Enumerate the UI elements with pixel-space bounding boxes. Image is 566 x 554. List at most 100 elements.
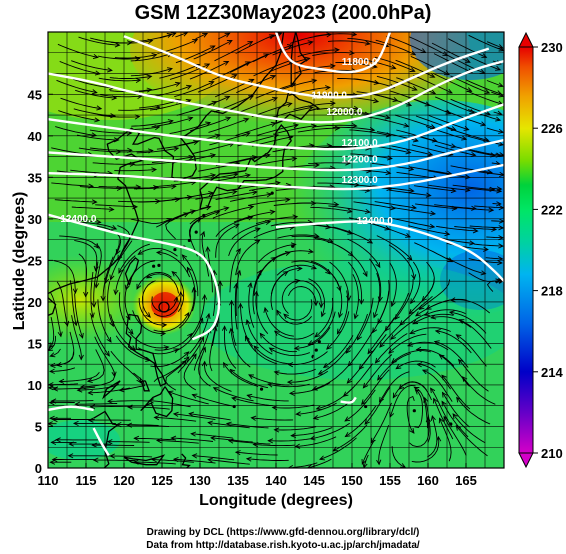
streamline [314,297,334,338]
streamline [159,64,200,79]
streamline-arrowhead [286,102,293,108]
streamline-arrowhead [133,435,140,442]
streamline-arrowhead [111,371,117,378]
gridlines [48,32,504,468]
streamline-arrowhead [413,386,420,392]
streamline-arrowhead [259,332,265,339]
streamline-arrowhead [225,421,232,427]
streamline-arrowhead [276,309,282,316]
streamline-arrowhead [128,328,134,335]
streamline-arrowhead [91,89,98,95]
streamline [408,225,450,235]
colorbar-tick-label: 230 [541,40,563,55]
streamline [436,225,478,232]
streamline [409,417,430,448]
streamline [376,75,417,91]
streamline [253,226,295,239]
streamline-arrowhead [253,290,259,297]
streamline-arrowhead [457,358,464,365]
streamline-arrowhead [223,206,230,212]
streamline [228,227,261,257]
streamline [488,187,502,190]
streamline [90,147,132,151]
streamline [88,387,130,394]
streamline [215,223,240,258]
streamline [71,206,114,210]
streamline-arrowhead [334,125,341,131]
streamline [390,313,426,340]
streamline-arrowhead [191,453,198,459]
streamline [414,242,453,262]
streamline [428,170,470,178]
streamline-arrowhead [263,53,270,59]
streamline [386,35,426,53]
streamline-arrowhead [423,396,429,403]
streamline-arrowhead [49,352,56,358]
streamline [308,162,351,165]
streamline-arrowhead [469,109,476,114]
streamline-arrowhead [223,61,230,66]
streamline-arrowhead [472,228,479,234]
streamline [90,405,133,408]
streamline [426,298,467,310]
streamline [257,251,291,280]
streamline-arrowhead [469,240,476,246]
colorbar: 210 214 218 222 226 230 [518,31,563,469]
streamline [189,217,202,257]
streamline [297,49,339,58]
streamline [95,204,138,208]
streamline [374,56,415,72]
streamline [136,147,179,154]
streamline [246,319,273,355]
contour-label: 12300.0 [342,175,379,186]
streamline [114,169,157,172]
streamline [378,425,390,465]
streamline-arrowhead [114,42,121,48]
streamline [229,369,269,389]
streamline [410,55,450,76]
streamline-arrowhead [268,347,275,353]
streamline-arrowhead [458,319,465,324]
streamline [253,443,296,447]
streamline [287,286,317,306]
streamline-arrowhead [183,351,190,357]
streamline-arrowhead [107,398,113,404]
streamline-arrowhead [411,274,417,281]
streamline-arrowhead [192,38,199,44]
streamline [296,202,339,206]
streamline [491,220,504,222]
streamline-arrowhead [245,173,252,179]
streamline-arrowhead [491,226,498,232]
streamline-arrowhead [358,298,365,305]
streamline [50,348,61,357]
streamline-arrowhead [430,124,436,130]
streamline [258,243,296,263]
streamline-arrowhead [173,146,180,152]
streamline [276,310,312,325]
streamline-arrowhead [438,417,444,424]
streamline-arrowhead [207,457,214,463]
streamline-arrowhead [433,397,438,404]
y-tick-label: 45 [28,87,42,102]
streamline-arrowhead [337,312,343,319]
streamline-arrowhead [208,81,215,86]
streamline-arrowhead [409,428,415,434]
streamline [433,53,473,73]
streamline-arrowhead [410,50,417,56]
streamline-arrowhead [231,74,238,79]
streamline-arrowhead [390,64,397,70]
streamline [327,111,370,116]
streamline-arrowhead [361,458,367,465]
streamline-arrowhead [221,325,228,331]
streamline-arrowhead [181,359,187,366]
streamline [274,368,316,375]
streamline-arrowhead [233,223,240,229]
streamline-arrowhead [76,387,83,393]
streamline [107,441,150,443]
streamline [363,354,393,389]
streamline-arrowhead [247,281,253,289]
streamline-arrowhead [313,300,319,307]
streamline-arrowhead [377,318,383,325]
streamline-arrowhead [109,274,115,281]
height-contour [48,213,221,341]
